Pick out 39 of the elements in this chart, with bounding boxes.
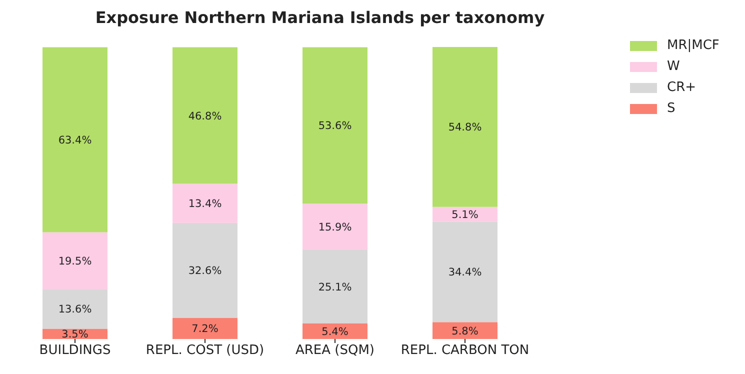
bar [172,184,238,223]
data-label: 46.8% [188,110,222,122]
data-label: 5.8% [452,325,478,338]
legend-label: CR+ [667,80,696,95]
x-tick-label: REPL. COST (USD) [146,343,264,358]
data-label: 54.8% [448,122,482,134]
data-label: 13.6% [58,304,92,316]
bar [42,289,108,329]
legend-label: MR|MCF [667,38,720,53]
x-tick-label: REPL. CARBON TON [400,343,530,358]
data-label: 34.4% [448,266,482,279]
data-label: 5.4% [322,326,348,338]
data-label: 5.1% [452,209,478,222]
bar [42,232,108,290]
data-label: 19.5% [58,255,92,268]
data-label: 32.6% [188,265,222,278]
bar [432,222,498,322]
bar [302,204,368,250]
bar [172,222,238,318]
x-tick-label: BUILDINGS [39,343,111,358]
bar [432,47,498,207]
x-tick-label: AREA (SQM) [295,343,375,358]
data-label: 3.5% [62,328,88,341]
bar [432,322,498,339]
bar [172,47,238,184]
data-label: 53.6% [318,120,352,132]
data-label: 7.2% [192,323,218,336]
data-label: 63.4% [58,134,92,146]
bar [302,47,368,204]
bar [172,318,238,339]
bar [302,323,368,339]
bar [42,47,108,232]
bar [302,250,368,324]
data-label: 15.9% [318,222,352,234]
chart-title: Exposure Northern Mariana Islands per taxonomy [94,8,546,27]
legend-label: W [667,59,680,74]
legend-label: S [667,101,676,116]
data-label: 13.4% [188,198,222,210]
data-label: 25.1% [318,281,352,294]
